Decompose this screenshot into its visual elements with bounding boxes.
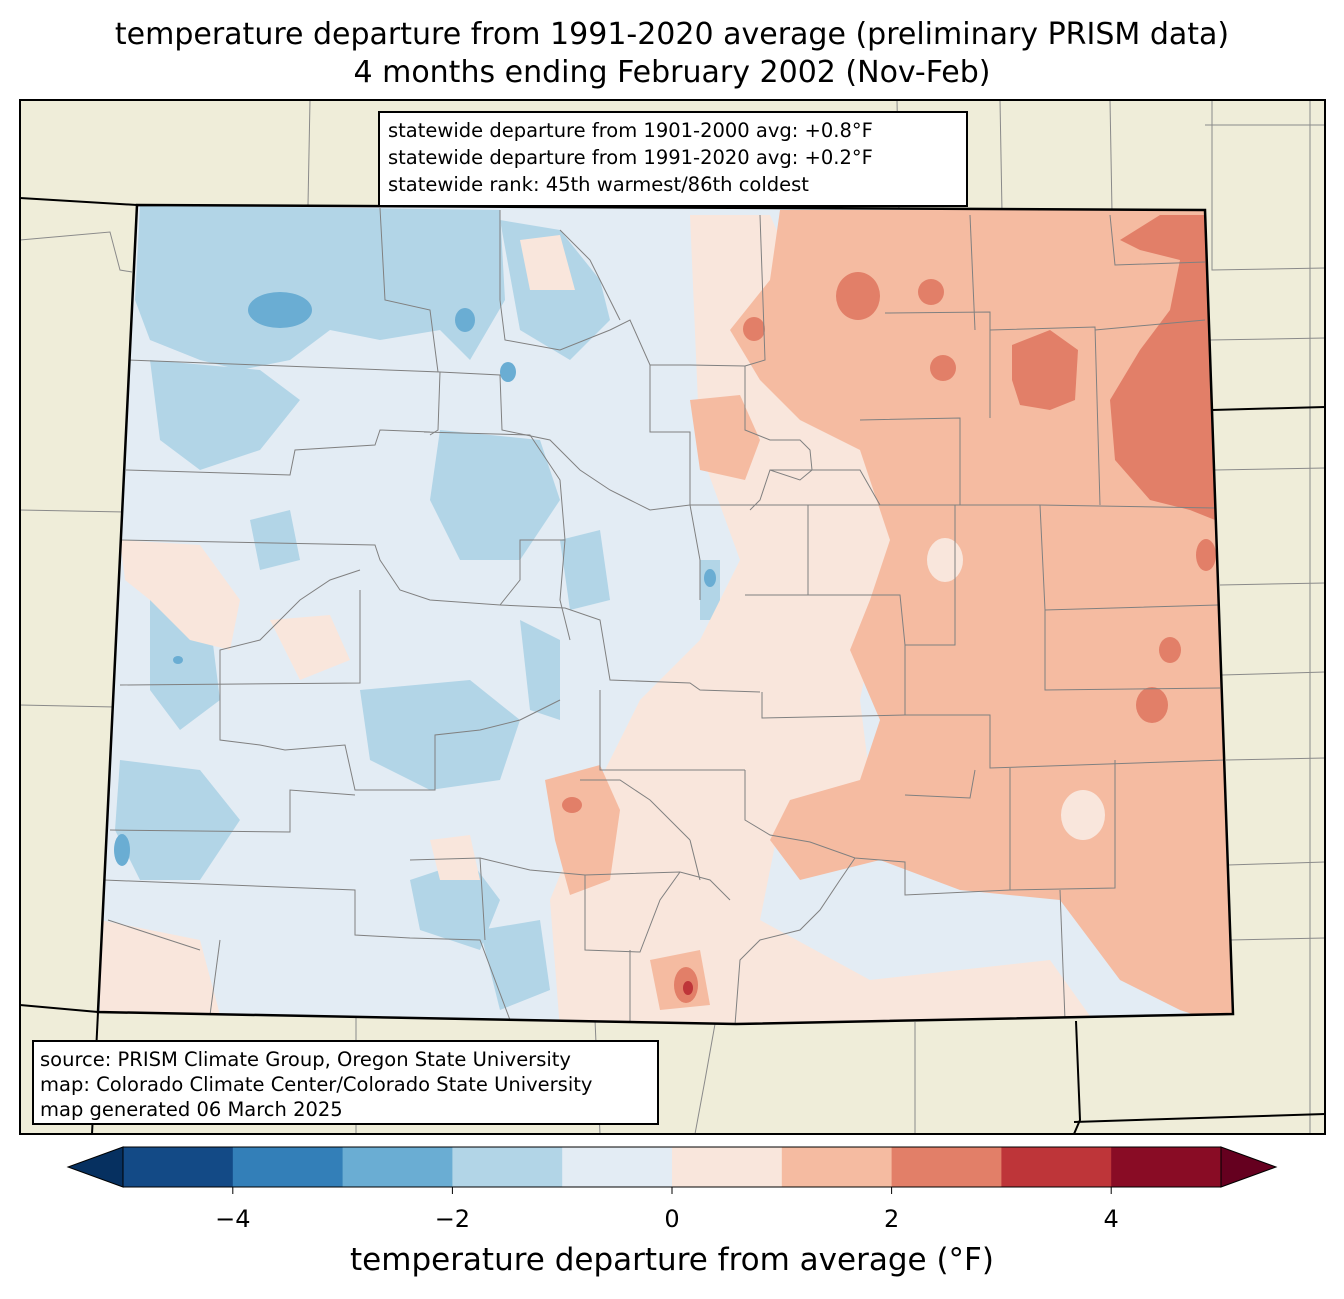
stats-line-1991-2020: statewide departure from 1991-2020 avg: … [388, 146, 873, 169]
county-lines [103, 207, 1226, 1024]
map-title-line2: 4 months ending February 2002 (Nov-Feb) [353, 55, 991, 90]
colorbar-bin-0 [123, 1147, 234, 1187]
source-line-generated: map generated 06 March 2025 [40, 1098, 343, 1121]
colorbar-label: temperature departure from average (°F) [350, 1242, 994, 1278]
colorbar-bin-1 [232, 1147, 344, 1187]
source-line-prism: source: PRISM Climate Group, Oregon Stat… [40, 1048, 571, 1071]
colorbar-under-arrow [66, 1146, 124, 1188]
map-border [19, 99, 1326, 1135]
colorbar-over-arrow [1220, 1146, 1278, 1188]
colorbar [66, 1146, 1278, 1194]
neighbor-state-lines [20, 197, 1325, 1134]
colorbar-bin-8 [1001, 1147, 1112, 1187]
colorbar-bin-2 [342, 1147, 453, 1187]
colorbar-tick-label: 0 [664, 1205, 680, 1233]
colorbar-bin-4 [562, 1147, 673, 1187]
statewide-stats-box: statewide departure from 1901-2000 avg: … [378, 111, 968, 207]
colorbar-tick-label: −2 [434, 1205, 471, 1233]
stats-line-rank: statewide rank: 45th warmest/86th coldes… [388, 173, 809, 196]
colorado-state-boundary [96, 203, 1235, 1026]
colorbar-bin-9 [1111, 1147, 1222, 1187]
temperature-field [98, 205, 1233, 1024]
colorbar-bin-5 [672, 1147, 783, 1187]
colorbar-bin-7 [891, 1147, 1002, 1187]
source-box: source: PRISM Climate Group, Oregon Stat… [32, 1040, 659, 1125]
colorbar-tick-label: 2 [883, 1205, 900, 1233]
colorbar-tick-label: 4 [1103, 1205, 1119, 1233]
colorbar-tick-label: −4 [215, 1205, 251, 1233]
map-title-line1: temperature departure from 1991-2020 ave… [114, 17, 1230, 52]
source-line-map: map: Colorado Climate Center/Colorado St… [40, 1073, 593, 1096]
stats-line-1901-2000: statewide departure from 1901-2000 avg: … [388, 119, 873, 142]
colorbar-bin-3 [452, 1147, 563, 1187]
colorbar-bin-6 [781, 1147, 893, 1187]
map-frame [20, 100, 1325, 1134]
